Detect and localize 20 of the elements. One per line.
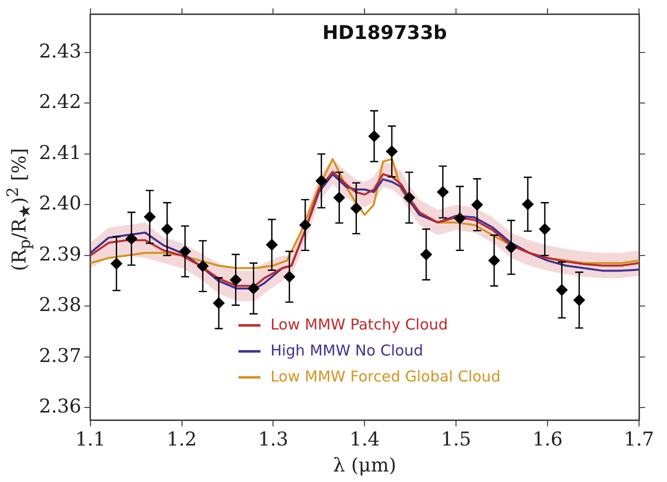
x-tick-label: 1.4 <box>350 428 380 451</box>
chart-title: HD189733b <box>322 22 447 44</box>
x-tick-label: 1.3 <box>258 428 288 451</box>
y-tick-label: 2.42 <box>38 91 82 114</box>
y-tick-label: 2.39 <box>38 243 82 266</box>
y-tick-label: 2.37 <box>38 344 82 367</box>
legend-label: High MMW No Cloud <box>270 341 424 360</box>
y-tick-label: 2.40 <box>38 192 82 215</box>
y-tick-label: 2.36 <box>38 396 82 418</box>
x-tick-label: 1.7 <box>624 428 654 451</box>
x-axis-title: λ (μm) <box>333 454 396 477</box>
x-tick-label: 1.6 <box>532 428 563 451</box>
x-tick-label: 1.5 <box>440 428 472 451</box>
x-tick-label: 1.2 <box>166 428 197 451</box>
y-tick-label: 2.43 <box>38 40 82 62</box>
legend-label: Low MMW Patchy Cloud <box>270 315 448 334</box>
legend-label: Low MMW Forced Global Cloud <box>270 367 501 386</box>
x-tick-label: 1.1 <box>75 428 106 451</box>
y-tick-label: 2.38 <box>38 294 82 316</box>
y-tick-label: 2.41 <box>38 142 82 164</box>
